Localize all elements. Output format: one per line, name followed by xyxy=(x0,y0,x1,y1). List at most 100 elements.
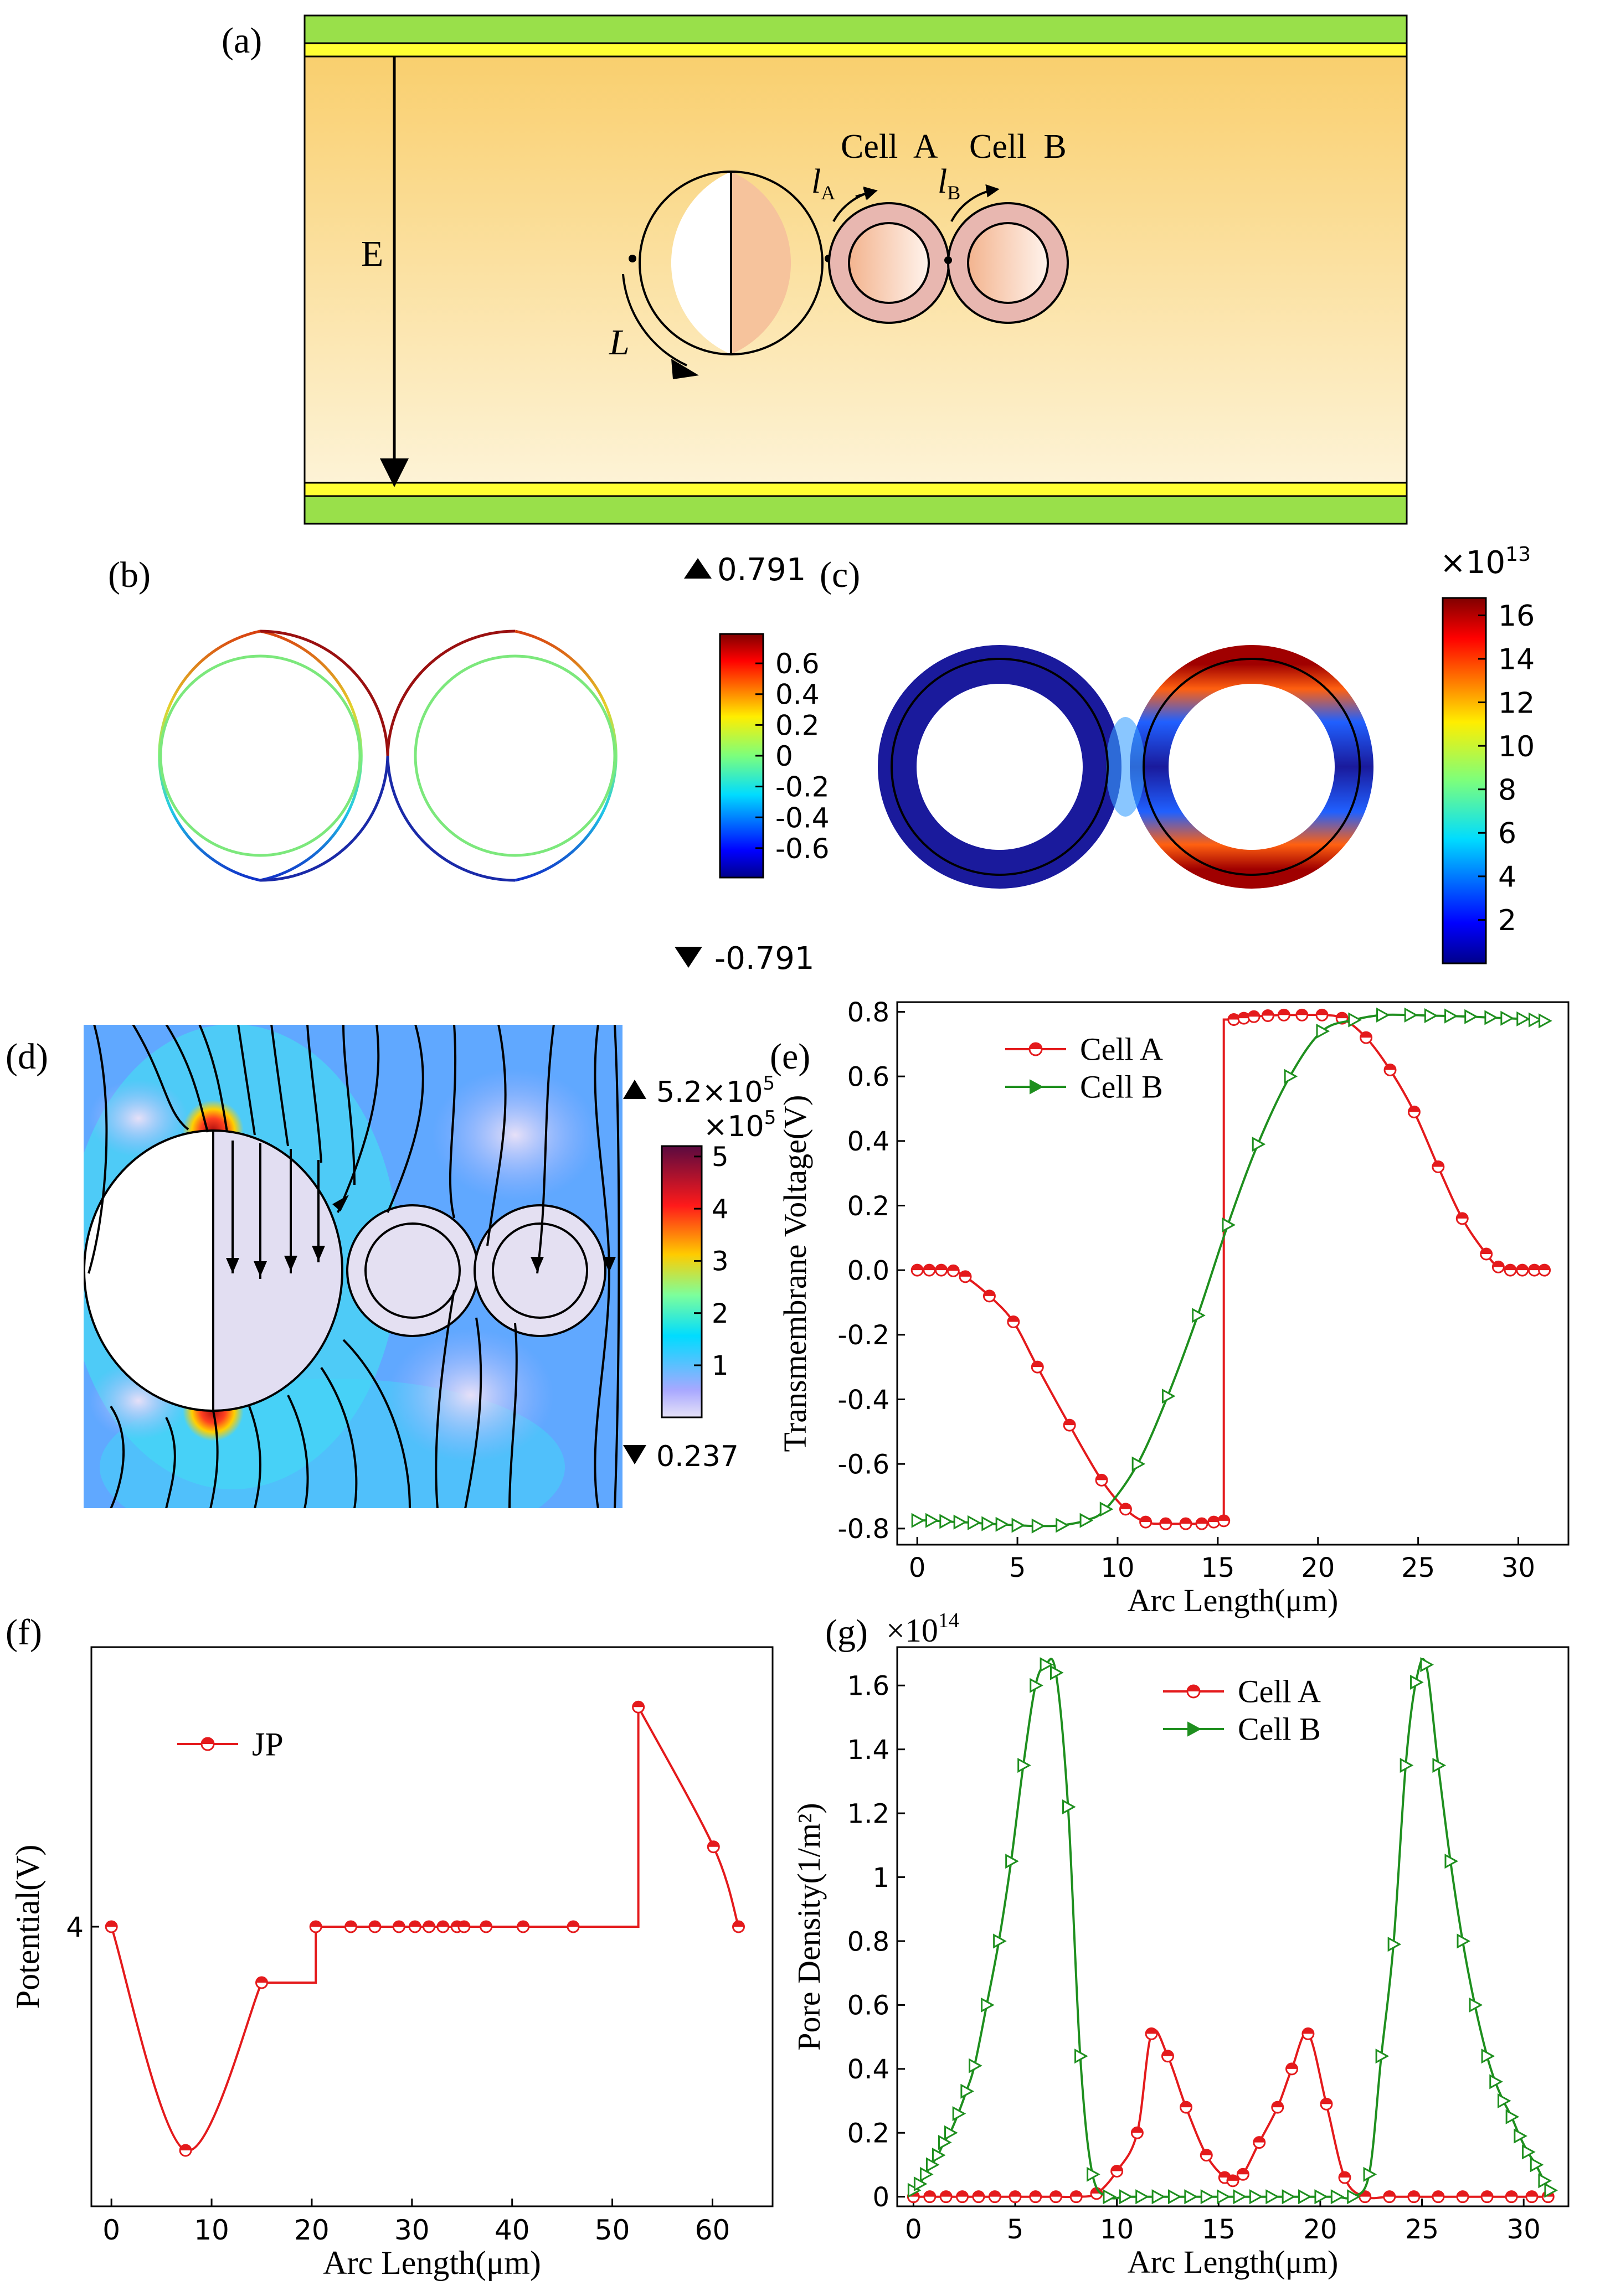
data-point-fill xyxy=(1237,2169,1249,2175)
data-point-fill xyxy=(940,2191,952,2197)
data-point-fill xyxy=(1180,1518,1191,1524)
legend-marker-fill xyxy=(202,1738,214,1744)
x-tick-label: 10 xyxy=(1100,2214,1134,2245)
chart-e: 0 5 10 15 20 25 30 -0.8 -0.6 -0.4 -0.2 0.0 0.2 0.4 0.6… xyxy=(777,997,1570,1618)
data-point-fill xyxy=(480,1921,492,1927)
data-point-fill xyxy=(1208,1516,1220,1523)
cell-a-label: Cell A xyxy=(841,128,938,166)
colorbar-tick-label: 1 xyxy=(712,1350,729,1381)
data-point-fill xyxy=(568,1921,579,1927)
data-point xyxy=(1200,2189,1215,2205)
data-point-fill xyxy=(1506,2191,1517,2197)
x-tick-label: 20 xyxy=(294,2214,330,2246)
max-triangle-icon xyxy=(684,558,712,579)
x-tick-label: 40 xyxy=(495,2214,530,2246)
panel-c-label: (c) xyxy=(820,555,860,595)
data-point xyxy=(1363,2166,1377,2182)
y-tick-label: 0.4 xyxy=(847,1126,889,1157)
top-electrode-yellow xyxy=(303,42,1408,58)
data-point xyxy=(1314,2189,1329,2205)
data-point-fill xyxy=(1096,1474,1108,1480)
data-point xyxy=(1011,1518,1026,1533)
data-point-fill xyxy=(1539,1265,1550,1271)
data-point xyxy=(1424,1008,1438,1024)
data-point-fill xyxy=(984,1290,995,1296)
data-point-fill xyxy=(310,1921,322,1927)
colorbar-tick-label: 12 xyxy=(1498,687,1535,720)
series-line-cell-a xyxy=(917,1013,1545,1525)
data-point xyxy=(1400,1758,1414,1773)
data-point xyxy=(1387,1937,1402,1952)
data-point xyxy=(1539,1013,1552,1029)
data-point-fill xyxy=(1526,2191,1537,2197)
data-point-fill xyxy=(423,1921,435,1927)
data-point-fill xyxy=(708,1841,719,1847)
field-label: E xyxy=(361,234,383,274)
data-point-fill xyxy=(345,1921,357,1927)
data-point xyxy=(1233,2189,1247,2205)
data-point xyxy=(1516,1011,1530,1026)
legend-label: JP xyxy=(252,1726,284,1762)
data-point-fill xyxy=(1160,1518,1171,1524)
field-arrow-head xyxy=(380,458,409,487)
max-label-d: 5.2×105 xyxy=(656,1072,775,1109)
data-point xyxy=(1529,1012,1542,1028)
plot-frame xyxy=(896,1646,1570,2207)
streamline-arrowheads xyxy=(226,1195,616,1277)
legend-marker xyxy=(1030,1079,1044,1095)
data-point-fill xyxy=(1064,1420,1076,1426)
data-point-fill xyxy=(1339,2172,1350,2178)
cell-left-contact-bottom xyxy=(260,755,389,882)
cell-a-inner-d xyxy=(364,1222,461,1319)
data-point xyxy=(1457,1933,1471,1949)
x-tick-label: 15 xyxy=(1202,2214,1236,2245)
y-tick-label: -0.8 xyxy=(837,1514,889,1545)
cell-b-contact-dot xyxy=(944,256,952,264)
data-point-fill xyxy=(458,1921,470,1927)
data-point-fill xyxy=(973,2191,984,2197)
x-tick-label: 10 xyxy=(1100,1552,1134,1583)
data-point xyxy=(960,2083,974,2099)
y-tick-label: 4 xyxy=(66,1911,84,1943)
panel-a: (a) E L lA lB Cell A Cell B xyxy=(222,14,1408,525)
ring-contact-glow xyxy=(1106,717,1145,817)
cell-a-cytoplasm xyxy=(848,222,930,304)
cell-right-inner xyxy=(414,654,616,857)
arc-l-arrow xyxy=(622,274,687,367)
data-point-fill xyxy=(437,1921,449,1927)
panel-c: (c) ×1013 16 14 12 10 8 6 4 2 xyxy=(820,543,1535,964)
data-point xyxy=(981,1516,995,1531)
data-point-fill xyxy=(517,1921,529,1927)
data-point xyxy=(1192,1308,1206,1323)
janus-particle-right xyxy=(731,172,791,354)
janus-particle-left xyxy=(671,172,731,354)
x-tick-label: 60 xyxy=(695,2214,730,2246)
y-axis-label: Pore Density(1/m²) xyxy=(791,1803,827,2051)
data-point xyxy=(1404,1007,1418,1023)
janus-dot-left xyxy=(629,255,636,262)
data-point-fill xyxy=(1480,1248,1492,1254)
min-label-d: 0.237 xyxy=(656,1440,739,1473)
data-point xyxy=(1469,1997,1483,2013)
data-point-fill xyxy=(956,2191,968,2197)
data-point-fill xyxy=(180,2145,192,2150)
la-arrow-line xyxy=(855,187,878,200)
field-map-pale-3 xyxy=(432,1069,598,1201)
data-point-fill xyxy=(1201,2149,1212,2155)
data-point xyxy=(1062,1799,1076,1815)
legend-marker-fill xyxy=(1030,1043,1042,1049)
data-point-fill xyxy=(935,1265,947,1271)
data-point-fill xyxy=(1146,2028,1157,2034)
legend-marker xyxy=(1187,1721,1202,1737)
la-label: lA xyxy=(811,163,835,204)
data-point-fill xyxy=(1408,1106,1420,1112)
data-point xyxy=(1103,2189,1117,2205)
data-point xyxy=(1544,2183,1558,2198)
data-point xyxy=(932,2148,946,2163)
y-tick-label: 0.8 xyxy=(847,1926,889,1957)
x-tick-label: 0 xyxy=(909,1552,926,1583)
y-axis-label: Potential(V) xyxy=(9,1845,46,2009)
data-point-fill xyxy=(1457,1213,1468,1219)
y-tick-label: 1.6 xyxy=(847,1671,889,1702)
data-point-fill xyxy=(733,1921,744,1927)
